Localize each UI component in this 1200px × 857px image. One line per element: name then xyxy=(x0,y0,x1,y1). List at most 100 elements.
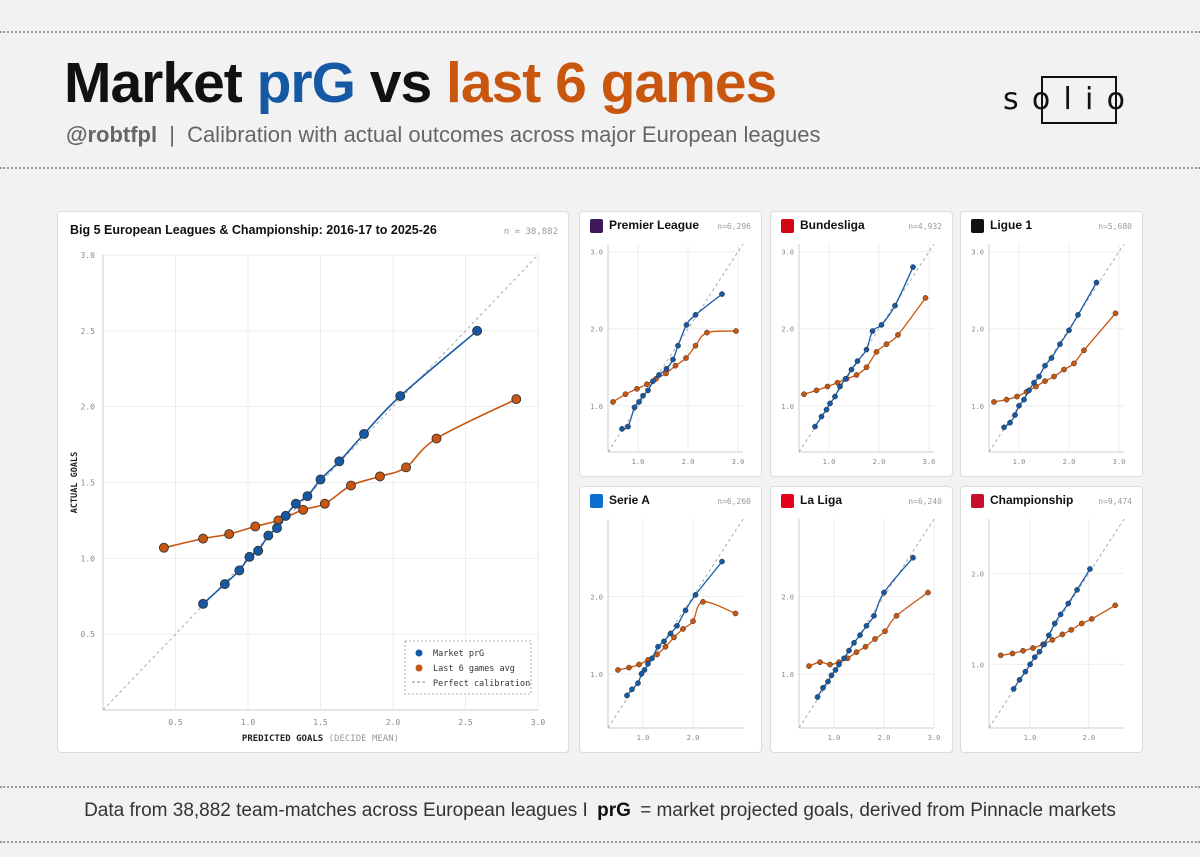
data-point-market xyxy=(857,632,863,638)
legend-box xyxy=(404,640,532,695)
y-tick-label: 1.0 xyxy=(590,671,603,679)
footer-divider xyxy=(0,786,1200,788)
x-tick-label: 3.0 xyxy=(923,458,936,466)
data-point-market xyxy=(836,661,842,668)
data-point-market xyxy=(827,400,833,407)
data-point-market xyxy=(1087,566,1093,572)
page-title: Market prG vs last 6 games xyxy=(64,50,777,116)
data-point-market xyxy=(625,423,631,430)
data-point-market xyxy=(1007,419,1013,426)
footer-prg: prG xyxy=(597,800,631,821)
x-tick-label: 2.0 xyxy=(687,734,700,742)
title-vs: vs xyxy=(369,51,432,115)
y-tick-label: 3.0 xyxy=(971,249,984,257)
la-liga-chart: La Liga n=6,240 1.0 2.0 3.0 1.0 2.0 xyxy=(770,486,953,753)
ligue1-chart: Ligue 1 n=5,680 1.0 2.0 3.0 1.0 2.0 3.0 xyxy=(960,211,1143,477)
data-point-last6 xyxy=(375,471,385,482)
data-point-market xyxy=(1046,632,1052,639)
chart-title: Bundesliga xyxy=(800,218,865,232)
x-tick-label: 2.0 xyxy=(873,458,886,466)
series-line-last6 xyxy=(1000,604,1116,656)
data-point-last6 xyxy=(158,542,169,553)
data-point-market xyxy=(302,491,313,502)
data-point-last6 xyxy=(690,618,696,625)
data-point-market xyxy=(1016,676,1023,683)
data-point-last6 xyxy=(1051,373,1057,380)
chart-n-label: n=6,240 xyxy=(908,497,942,506)
data-point-market xyxy=(892,302,898,309)
data-point-market xyxy=(828,672,835,679)
legend-last6-label: Last 6 games avg xyxy=(433,664,515,674)
x-tick-label: 1.0 xyxy=(823,458,836,466)
y-tick-label: 2.0 xyxy=(971,326,984,334)
data-point-market xyxy=(198,598,209,609)
data-point-market xyxy=(818,413,825,420)
league-logo-icon xyxy=(590,219,603,233)
data-point-market xyxy=(820,684,826,691)
data-point-last6 xyxy=(863,364,870,371)
data-point-market xyxy=(395,391,406,402)
data-point-market xyxy=(334,456,345,467)
data-point-market xyxy=(645,387,651,394)
y-tick-label: 2.0 xyxy=(590,326,603,334)
data-point-market xyxy=(315,474,326,485)
series-line-last6 xyxy=(617,601,736,671)
data-point-last6 xyxy=(683,355,689,361)
series-line-last6 xyxy=(808,591,929,667)
data-point-market xyxy=(871,612,877,619)
data-point-market xyxy=(841,655,847,662)
data-point-last6 xyxy=(198,533,209,544)
data-point-market xyxy=(656,372,662,378)
data-point-last6 xyxy=(250,521,261,532)
data-point-market xyxy=(472,325,483,336)
data-point-market xyxy=(823,406,830,413)
chart-svg-0: Big 5 European Leagues & Championship: 2… xyxy=(70,223,558,744)
solio-logo: solio xyxy=(1003,76,1125,124)
x-tick-label: 2.0 xyxy=(682,458,695,466)
data-point-last6 xyxy=(662,643,669,650)
data-point-last6 xyxy=(1061,366,1067,373)
data-point-market xyxy=(869,328,876,334)
data-point-market xyxy=(1001,424,1007,431)
x-tick-label: 2.0 xyxy=(386,718,401,727)
x-tick-label: 1.0 xyxy=(1013,458,1026,466)
data-point-market xyxy=(1036,648,1043,655)
x-tick-label: 3.0 xyxy=(928,734,941,742)
data-point-last6 xyxy=(853,372,860,378)
chart-svg-6: Championship n=9,474 1.0 2.0 1.0 2.0 xyxy=(971,493,1132,742)
data-point-last6 xyxy=(733,328,739,334)
series-line-last6 xyxy=(803,297,927,395)
x-tick-label: 1.0 xyxy=(241,718,256,727)
data-point-last6 xyxy=(1088,616,1095,622)
chart-svg-2: Bundesliga n=4,932 1.0 2.0 3.0 1.0 2.0 3.0 xyxy=(781,218,942,466)
y-tick-label: 3.0 xyxy=(590,249,603,257)
data-point-market xyxy=(1093,279,1100,286)
data-point-market xyxy=(670,356,676,363)
data-point-market xyxy=(1012,412,1018,418)
title-last6: last 6 games xyxy=(446,51,777,115)
chart-svg-3: Ligue 1 n=5,680 1.0 2.0 3.0 1.0 2.0 3.0 xyxy=(971,218,1132,466)
y-tick-label: 2.0 xyxy=(590,593,603,601)
data-point-last6 xyxy=(610,399,616,405)
data-point-last6 xyxy=(1112,310,1119,317)
x-tick-label: 2.5 xyxy=(458,718,473,727)
x-axis-label: PREDICTED GOALS (DECIDE MEAN) xyxy=(242,734,399,744)
data-point-market xyxy=(234,565,245,576)
data-point-last6 xyxy=(824,383,831,390)
data-point-last6 xyxy=(1071,360,1077,367)
data-point-last6 xyxy=(862,643,869,650)
data-point-market xyxy=(1074,587,1080,593)
bottom-divider xyxy=(0,841,1200,843)
data-point-last6 xyxy=(922,295,929,301)
data-point-market xyxy=(1066,327,1072,334)
data-point-last6 xyxy=(853,649,860,655)
data-point-market xyxy=(244,551,255,562)
legend-market-marker xyxy=(415,649,423,657)
data-point-last6 xyxy=(622,391,629,398)
perfect-calibration-line xyxy=(988,243,1125,453)
data-point-market xyxy=(640,392,646,399)
legend-market-label: Market prG xyxy=(433,649,484,659)
data-point-market xyxy=(812,423,818,430)
chart-title: Premier League xyxy=(609,218,699,232)
chart-n-label: n=4,932 xyxy=(908,222,942,231)
